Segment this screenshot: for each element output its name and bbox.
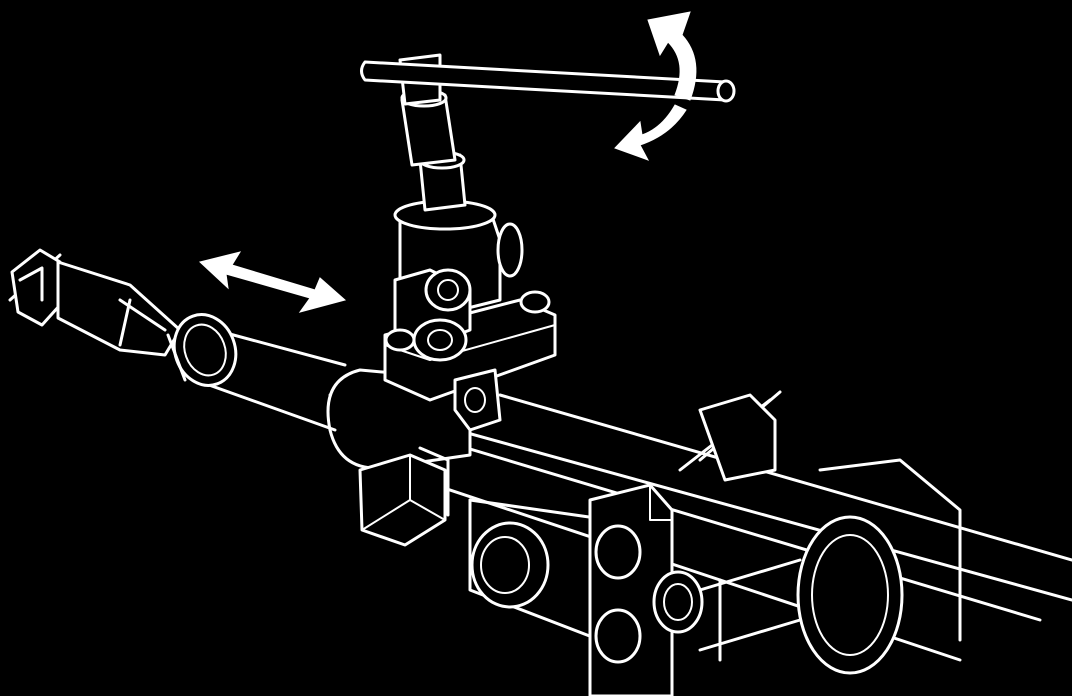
pinion-valve-housing (383, 199, 557, 432)
rack-right-end (698, 458, 962, 675)
tie-rod (8, 248, 347, 432)
hex-plug (358, 446, 450, 547)
housing-bosses (470, 521, 550, 609)
axial-play-arrow (198, 251, 347, 313)
rotation-arrow (614, 11, 697, 161)
socket-wrench (360, 53, 736, 212)
rack-holding-tool (588, 390, 782, 696)
